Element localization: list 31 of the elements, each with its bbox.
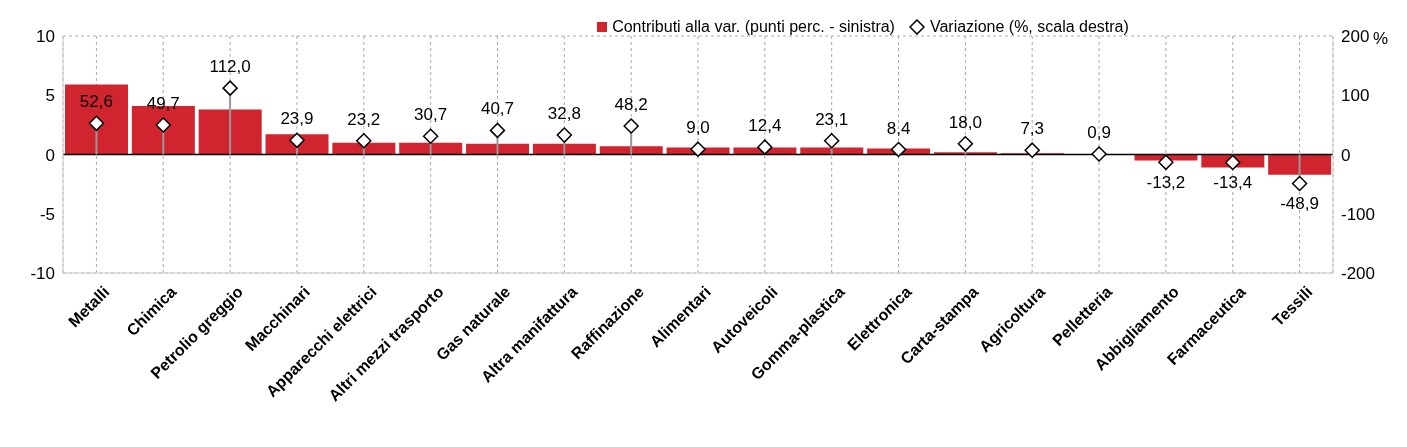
y2-tick-label: -200	[1341, 264, 1376, 284]
data-label: 7,3	[1020, 119, 1045, 139]
y-tick-label: 5	[45, 86, 55, 106]
data-label: 112,0	[209, 57, 251, 77]
data-label: 23,2	[347, 109, 381, 129]
data-label: 18,0	[948, 112, 982, 132]
data-label: 8,4	[886, 118, 911, 138]
data-label: 9,0	[686, 118, 710, 138]
data-label: 23,1	[815, 109, 849, 129]
y-tick-label: 10	[36, 27, 55, 47]
data-label: -13,4	[1213, 173, 1253, 193]
legend-label: Contributi alla var. (punti perc. - sinistra)	[612, 18, 895, 36]
data-label: 0,9	[1087, 122, 1111, 142]
data-label: 23,9	[280, 109, 314, 129]
data-label: 32,8	[547, 104, 581, 124]
data-label: 12,4	[748, 116, 782, 136]
y2-axis-title: %	[1372, 29, 1388, 49]
legend-label: Variazione (%, scala destra)	[929, 18, 1129, 36]
data-label: 48,2	[614, 94, 648, 114]
data-label: 30,7	[414, 105, 448, 125]
y2-tick-label: 200	[1341, 27, 1370, 47]
y-tick-label: -5	[39, 204, 55, 224]
y-tick-label: -10	[30, 264, 55, 284]
data-label: 52,6	[79, 92, 113, 112]
data-label: -13,2	[1146, 173, 1186, 193]
data-label: 40,7	[480, 99, 515, 119]
y-tick-label: 0	[45, 145, 55, 165]
y2-tick-label: 0	[1341, 145, 1351, 165]
y2-tick-label: -100	[1341, 204, 1376, 224]
data-label: -48,9	[1280, 194, 1319, 214]
y2-tick-label: 100	[1341, 86, 1370, 106]
